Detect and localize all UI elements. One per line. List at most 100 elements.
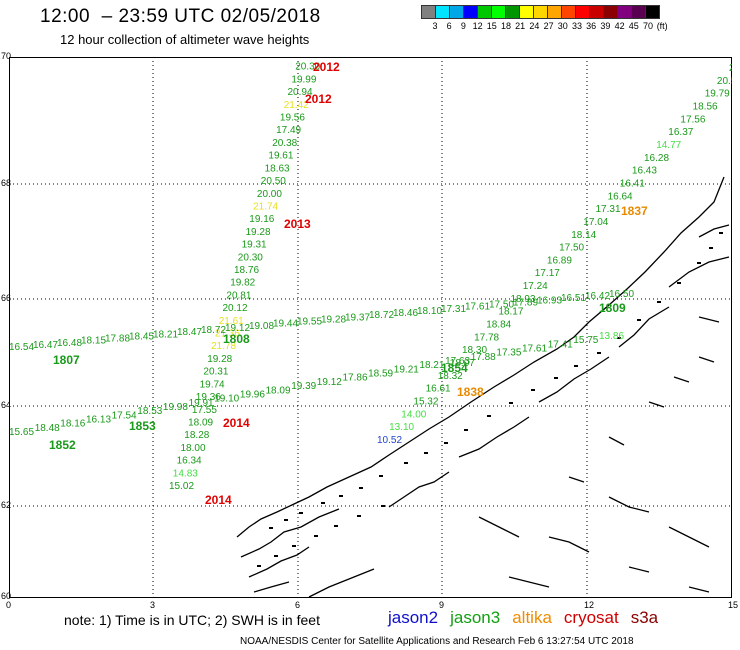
latitude-label: 60 [1, 591, 12, 601]
wave-height-label: 17.56 [680, 114, 705, 125]
wave-height-label: 13.10 [389, 422, 414, 433]
coastline-island [379, 475, 383, 477]
pass-time-label: 2012 [313, 60, 340, 74]
color-scale-label: 33 [571, 21, 582, 31]
pass-time-label: 1853 [129, 419, 156, 433]
wave-height-label: 16.89 [547, 255, 572, 266]
coastline-segment [458, 416, 530, 458]
wave-height-label: 18.28 [184, 430, 209, 441]
wave-height-label: 19.36 [196, 392, 221, 403]
wave-height-label: 21.74 [253, 202, 278, 213]
wave-height-label: 19.56 [280, 113, 305, 124]
wave-height-label: 20.50 [261, 176, 286, 187]
wave-height-label: 17.41 [548, 339, 573, 350]
coastline-segment [698, 224, 730, 238]
color-scale-label: (ft) [656, 21, 668, 31]
wave-height-label: 18.15 [81, 336, 106, 347]
legend-entry: s3a [630, 608, 659, 627]
pass-time-label: 1838 [457, 385, 484, 399]
coastline-island [697, 262, 701, 264]
latitude-label: 66 [1, 293, 12, 303]
credit-line: NOAA/NESDIS Center for Satellite Applica… [240, 636, 634, 647]
wave-height-label: 18.45 [129, 331, 154, 342]
wave-height-label: 14.83 [173, 468, 198, 479]
pass-time-label: 1837 [621, 204, 648, 218]
wave-height-label: 20.59 [717, 76, 732, 87]
pass-time-label: 1854 [441, 361, 468, 375]
legend-entry: jason2 [388, 608, 439, 627]
wave-height-label: 16.61 [426, 384, 451, 395]
pass-time-label: 1852 [49, 438, 76, 452]
color-scale-cell [617, 5, 632, 19]
wave-height-label: 19.61 [268, 151, 293, 162]
wave-height-label: 15.32 [413, 397, 438, 408]
wave-height-label: 17.88 [105, 334, 130, 345]
coastline-segment [688, 586, 710, 593]
coastline-island [314, 535, 318, 537]
wave-height-label: 17.54 [112, 410, 137, 421]
color-scale-cell [645, 5, 660, 19]
coastline-island [334, 525, 338, 527]
color-scale-cell [561, 5, 576, 19]
coastline-island [257, 565, 261, 567]
coastline-island [284, 519, 288, 521]
wave-height-label: 19.39 [291, 381, 316, 392]
wave-height-label: 18.32 [438, 371, 463, 382]
wave-height-label: 20.00 [257, 189, 282, 200]
wave-height-label: 20.38 [272, 138, 297, 149]
wave-height-label: 17.61 [522, 344, 547, 355]
wave-height-label: 18.48 [35, 423, 60, 434]
coastline-island [359, 487, 363, 489]
wave-height-label: 17.31 [441, 304, 466, 315]
wave-height-label: 20.81 [226, 290, 251, 301]
color-scale-label: 42 [614, 21, 625, 31]
wave-height-label: 19.82 [230, 278, 255, 289]
color-scale-label: 36 [586, 21, 597, 31]
coastline-segment [308, 568, 375, 598]
wave-height-label: 19.12 [225, 323, 250, 334]
map-canvas[interactable]: 19.5220.3019.9920.9421.4219.5617.4920.38… [9, 57, 732, 598]
color-scale-label: 3 [432, 21, 438, 31]
wave-height-label: 19.98 [163, 402, 188, 413]
wave-height-label: 16.48 [57, 338, 82, 349]
wave-height-label: 18.63 [265, 163, 290, 174]
wave-height-label: 16.50 [609, 289, 634, 300]
color-scale-cell [533, 5, 548, 19]
pass-time-label: 2012 [305, 92, 332, 106]
wave-height-label: 18.17 [498, 307, 523, 318]
wave-height-label: 19.99 [291, 74, 316, 85]
wave-height-label: 18.72 [369, 310, 394, 321]
wave-height-label: 19.96 [240, 389, 265, 400]
wave-height-label: 19.16 [249, 214, 274, 225]
color-scale-label: 12 [472, 21, 483, 31]
legend-entry: cryosat [563, 608, 619, 627]
wave-height-label: 18.09 [266, 385, 291, 396]
wave-height-label: 17.63 [445, 356, 470, 367]
pass-time-label: 1808 [223, 332, 250, 346]
wave-height-label: 16.41 [620, 178, 645, 189]
coastline-island [357, 515, 361, 517]
coastline-island [554, 377, 558, 379]
wave-height-label: 20.30 [295, 62, 320, 73]
wave-height-label: 16.42 [585, 291, 610, 302]
wave-height-label: 18.56 [693, 102, 718, 113]
color-scale-label: 39 [600, 21, 611, 31]
color-scale-cell [435, 5, 450, 19]
coastline-segment [608, 436, 625, 446]
wave-height-label: 13.86 [599, 331, 624, 342]
color-scale-cell [477, 5, 492, 19]
wave-height-label: 19.12 [317, 377, 342, 388]
wave-height-label: 21.36 [215, 329, 240, 340]
longitude-label: 9 [439, 600, 445, 610]
wave-height-label: 19.28 [321, 314, 346, 325]
wave-height-label: 19.37 [345, 312, 370, 323]
coastline-island [709, 247, 713, 249]
coastline-segment [698, 316, 720, 323]
wave-height-label: 18.59 [368, 369, 393, 380]
coastline-segment [698, 356, 715, 363]
wave-height-label: 16.34 [177, 456, 202, 467]
wave-height-label: 18.76 [234, 265, 259, 276]
wave-height-label: 17.55 [192, 405, 217, 416]
color-scale-label: 24 [529, 21, 540, 31]
wave-height-label: 21.61 [219, 316, 244, 327]
